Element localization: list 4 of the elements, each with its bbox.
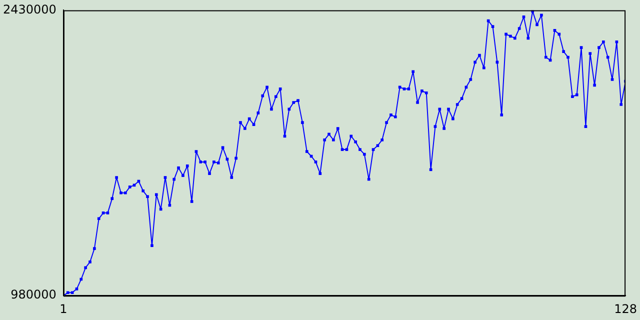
x-tick-label: 1 xyxy=(60,302,68,316)
y-tick-label: 980000 xyxy=(10,288,56,302)
y-tick-label: 2430000 xyxy=(2,2,56,16)
x-tick-label: 128 xyxy=(614,302,637,316)
